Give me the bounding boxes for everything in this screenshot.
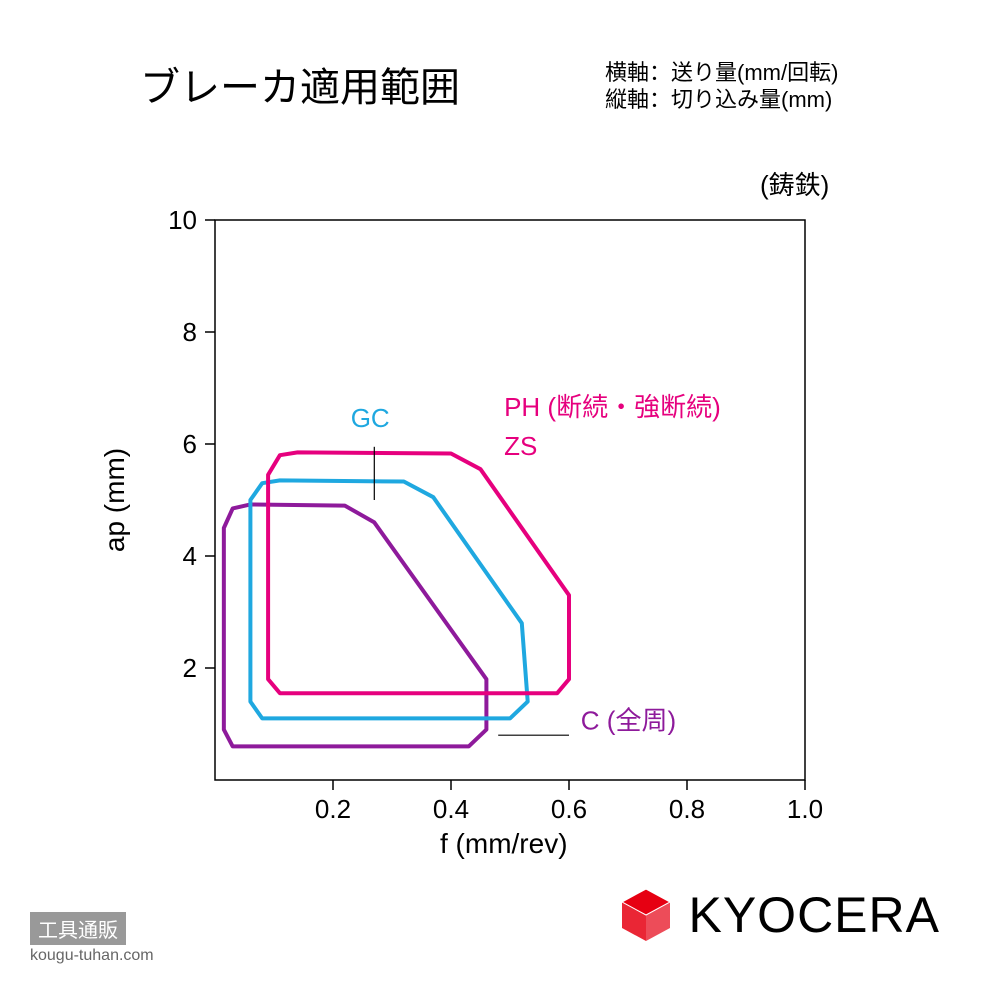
svg-text:C (全周): C (全周) [581, 706, 676, 736]
shop-badge: 工具通販 [30, 912, 126, 945]
svg-text:0.2: 0.2 [315, 794, 351, 824]
brand-icon [616, 885, 676, 945]
brand-name: KYOCERA [688, 886, 940, 944]
svg-text:1.0: 1.0 [787, 794, 823, 824]
svg-text:2: 2 [183, 653, 197, 683]
svg-text:10: 10 [168, 205, 197, 235]
brand-logo: KYOCERA [616, 885, 940, 945]
svg-text:8: 8 [183, 317, 197, 347]
svg-text:0.8: 0.8 [669, 794, 705, 824]
x-axis-label: f (mm/rev) [440, 828, 568, 860]
svg-text:ZS: ZS [504, 431, 537, 461]
svg-text:0.4: 0.4 [433, 794, 469, 824]
svg-text:0.6: 0.6 [551, 794, 587, 824]
svg-text:GC: GC [351, 403, 390, 433]
svg-text:6: 6 [183, 429, 197, 459]
shop-url: kougu-tuhan.com [30, 947, 154, 965]
svg-text:PH (断続・強断続): PH (断続・強断続) [504, 392, 721, 422]
y-axis-label: ap (mm) [99, 448, 131, 552]
svg-text:4: 4 [183, 541, 197, 571]
